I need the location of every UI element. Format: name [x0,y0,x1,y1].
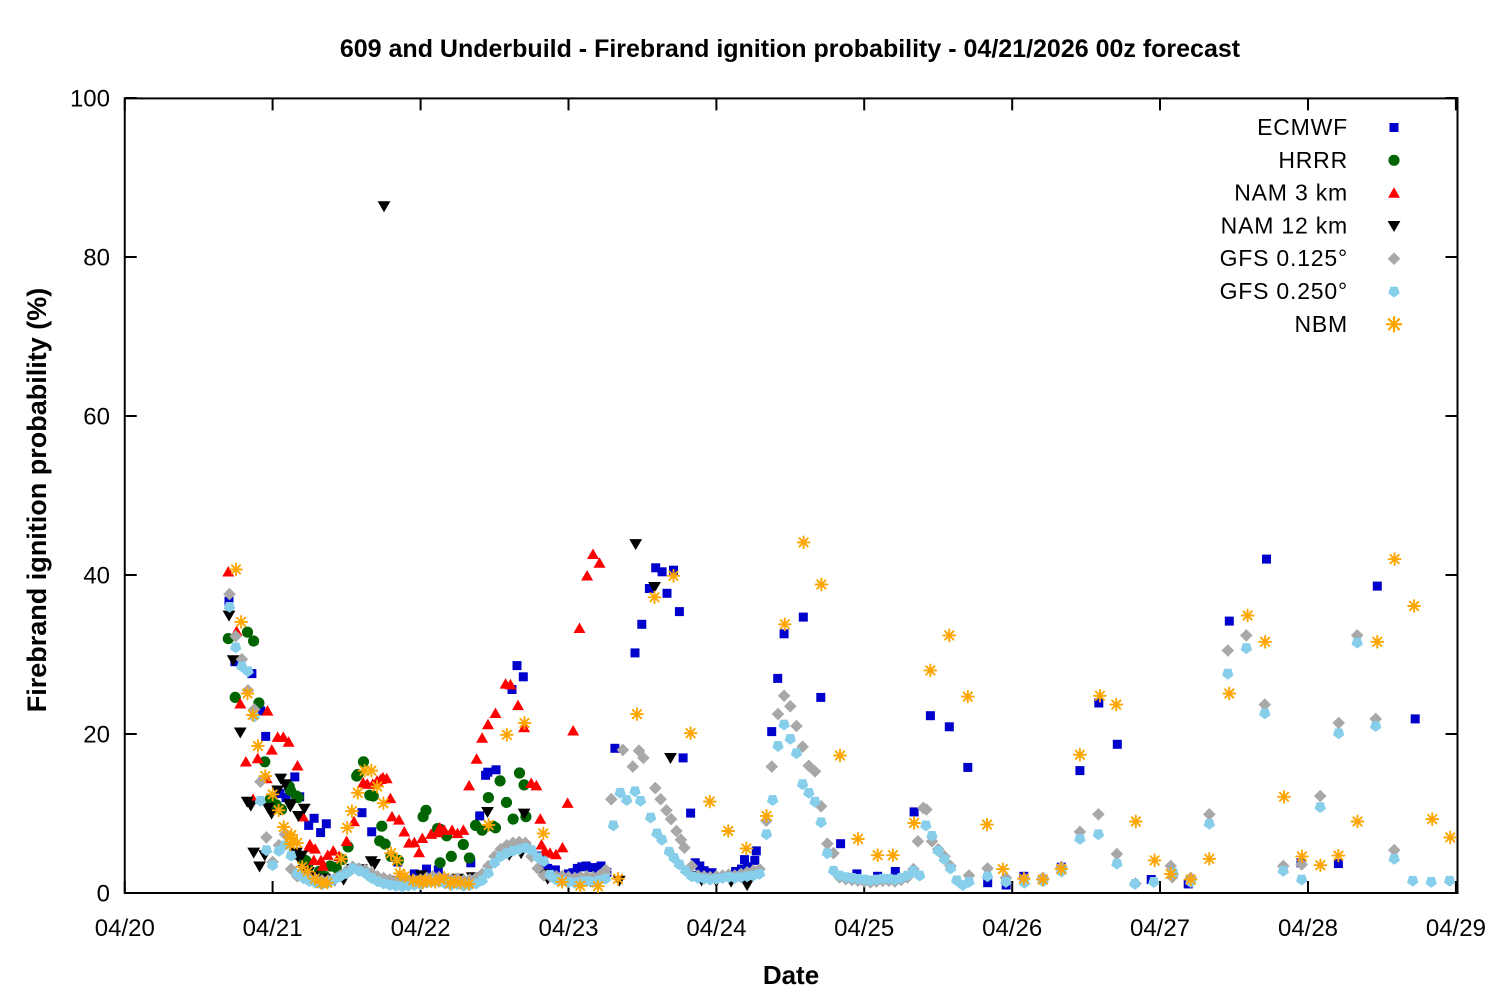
svg-text:04/20: 04/20 [95,915,155,942]
svg-text:ECMWF: ECMWF [1257,114,1348,140]
svg-text:HRRR: HRRR [1278,147,1348,173]
svg-text:NBM: NBM [1294,311,1348,337]
svg-text:80: 80 [83,245,110,272]
svg-text:609 and Underbuild - Firebrand: 609 and Underbuild - Firebrand ignition … [340,35,1241,63]
svg-text:04/21: 04/21 [243,915,303,942]
svg-text:04/27: 04/27 [1130,915,1190,942]
svg-text:04/23: 04/23 [538,915,598,942]
svg-text:04/28: 04/28 [1278,915,1338,942]
svg-text:GFS 0.125°: GFS 0.125° [1220,245,1348,271]
svg-text:04/25: 04/25 [834,915,894,942]
svg-text:Date: Date [763,960,819,990]
svg-text:NAM 12 km: NAM 12 km [1221,212,1348,238]
svg-text:04/22: 04/22 [391,915,451,942]
svg-text:40: 40 [83,563,110,590]
svg-text:04/29: 04/29 [1426,915,1486,942]
svg-text:60: 60 [83,404,110,431]
svg-text:0: 0 [97,881,110,908]
svg-text:04/26: 04/26 [982,915,1042,942]
svg-text:NAM 3 km: NAM 3 km [1234,180,1348,206]
svg-text:GFS 0.250°: GFS 0.250° [1220,278,1348,304]
svg-text:100: 100 [70,86,110,113]
svg-text:20: 20 [83,722,110,749]
svg-text:Firebrand ignition probability: Firebrand ignition probability (%) [22,288,52,713]
svg-text:04/24: 04/24 [686,915,746,942]
